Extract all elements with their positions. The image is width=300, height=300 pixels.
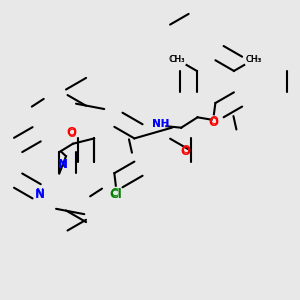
Text: O: O [208,116,218,129]
Text: N: N [36,188,44,198]
Text: O: O [66,126,76,139]
Text: O: O [209,116,218,126]
Text: NH: NH [153,119,169,129]
Text: O: O [181,145,191,158]
Text: Cl: Cl [110,188,121,198]
Text: Cl: Cl [110,188,122,201]
Text: CH₃: CH₃ [246,55,261,64]
Text: CH₃: CH₃ [168,55,185,64]
Text: O: O [67,129,76,139]
Text: CH₃: CH₃ [169,55,185,64]
Text: N: N [58,158,68,171]
Text: N: N [35,188,45,201]
Text: N: N [58,159,67,169]
Text: O: O [181,145,190,155]
Text: CH₃: CH₃ [246,55,262,64]
Text: NH: NH [152,119,170,129]
